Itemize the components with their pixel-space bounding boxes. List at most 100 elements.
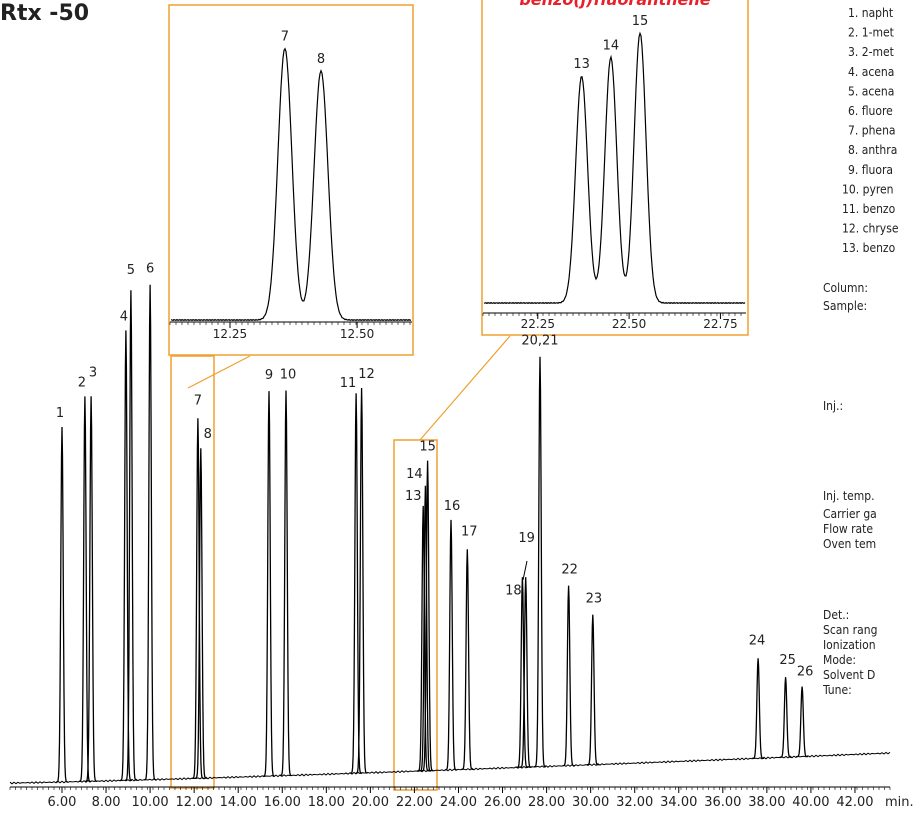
peak-label: 13 (573, 57, 590, 72)
peak-label: 25 (779, 653, 796, 668)
peak-label: 11 (340, 376, 357, 391)
peak-label: 7 (281, 29, 289, 44)
peak (445, 519, 457, 771)
condition-label: Sample: (823, 299, 867, 313)
peak (779, 677, 792, 758)
peak-label: 9 (265, 368, 273, 383)
inset-frame (481, 0, 749, 336)
connector (419, 335, 511, 441)
peak (752, 658, 765, 759)
compound: 1. napht (848, 6, 893, 20)
zoom-region (170, 355, 215, 789)
condition-label: Solvent D (823, 668, 875, 682)
condition-label: Oven tem (823, 537, 876, 551)
peak (56, 426, 68, 783)
peak-label: 8 (204, 427, 212, 442)
x-tick-label: 34.00 (660, 795, 697, 810)
x-tick-label: 16.00 (264, 795, 301, 810)
x-tick-label: 20.00 (352, 795, 389, 810)
peak (461, 549, 474, 770)
peak (191, 418, 204, 779)
page-title: Rtx -50 (0, 1, 89, 26)
peak-label: 24 (749, 633, 766, 648)
inset-title: benzo(j)fluoranthene (519, 0, 710, 9)
peak (562, 585, 575, 767)
peak-label: 15 (632, 14, 649, 29)
x-tick-label: 38.00 (748, 795, 785, 810)
x-tick-label: 8.00 (92, 795, 121, 810)
compound: 6. fluore (848, 104, 893, 118)
x-tick-label: 14.00 (220, 795, 257, 810)
peak-label: 12 (358, 367, 375, 382)
peak (534, 356, 546, 768)
x-tick-label: 32.00 (616, 795, 653, 810)
x-tick-label: 22.25 (521, 317, 555, 331)
baseline (9, 751, 891, 785)
peak (417, 505, 430, 772)
peak (144, 284, 157, 781)
x-tick-label: 28.00 (528, 795, 565, 810)
x-tick-label: 12.50 (340, 327, 374, 341)
trace (483, 31, 746, 305)
peak (421, 460, 434, 772)
condition-label: Det.: (823, 608, 849, 622)
peak-label: 17 (461, 524, 478, 539)
peak (519, 577, 532, 768)
condition-label: Tune: (822, 683, 852, 697)
peak-label: 15 (419, 440, 436, 455)
compound: 8. anthra (848, 143, 897, 157)
peak (78, 396, 91, 783)
peak-label: 7 (194, 393, 202, 408)
peak (280, 390, 292, 777)
condition-label: Column: (823, 281, 868, 295)
condition-label: Inj. temp. (823, 489, 875, 503)
condition-label: Ionization (823, 638, 876, 652)
x-tick-label: 12.25 (213, 327, 247, 341)
compound: 2. 1-met (848, 26, 894, 40)
peak-label: 14 (406, 467, 423, 482)
peak (796, 686, 809, 758)
condition-label: Carrier ga (823, 507, 877, 521)
peak-label: 18 (505, 583, 522, 598)
peak (516, 577, 529, 768)
x-tick-label: 22.75 (703, 317, 737, 331)
peak-label: 10 (280, 368, 297, 383)
compound: 9. fluora (848, 163, 893, 177)
x-tick-label: 12.00 (176, 795, 213, 810)
zoom-region (393, 439, 438, 791)
peak-label: 20,21 (521, 334, 558, 349)
peak-label: 14 (603, 38, 620, 53)
peak-label: 22 (561, 563, 578, 578)
peak-label: 1 (56, 406, 64, 421)
condition-label: Inj.: (823, 399, 843, 413)
peak-label: 23 (586, 592, 603, 607)
peak (419, 485, 432, 772)
x-tick-label: 40.00 (792, 795, 829, 810)
condition-label: Mode: (823, 653, 856, 667)
peak-label: 13 (405, 489, 422, 504)
compound: 7. phena (848, 124, 896, 138)
peak (263, 391, 275, 777)
peak (586, 614, 599, 766)
x-axis-label: min. (885, 795, 914, 810)
x-tick-label: 26.00 (484, 795, 521, 810)
trace (170, 47, 412, 322)
compound: 3. 2-met (848, 45, 894, 59)
peak (85, 396, 98, 782)
compound: 12. chryse (842, 222, 899, 236)
inset-frame (168, 4, 414, 356)
peak (124, 290, 137, 781)
compound: 11. benzo (842, 202, 896, 216)
condition-label: Flow rate (823, 522, 873, 536)
compound: 4. acena (848, 65, 894, 79)
peak-label: 5 (127, 263, 135, 278)
compound: 10. pyren (842, 182, 894, 196)
peak (194, 448, 207, 779)
peak-label: 4 (120, 309, 128, 324)
x-tick-label: 36.00 (704, 795, 741, 810)
condition-label: Scan rang (823, 623, 877, 637)
x-tick-label: 10.00 (131, 795, 168, 810)
peak (350, 393, 363, 774)
peak-label: 8 (317, 52, 325, 67)
